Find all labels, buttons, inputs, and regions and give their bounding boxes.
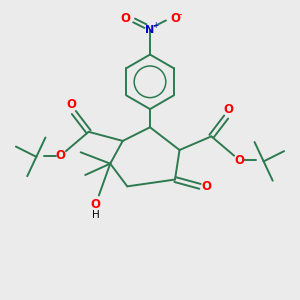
Text: O: O	[55, 149, 65, 162]
Text: O: O	[120, 12, 130, 25]
Text: O: O	[235, 154, 245, 167]
Text: O: O	[91, 198, 100, 211]
Text: O: O	[224, 103, 233, 116]
Text: N: N	[146, 25, 154, 34]
Text: O: O	[67, 98, 76, 111]
Text: +: +	[152, 20, 158, 29]
Text: H: H	[92, 210, 99, 220]
Text: O: O	[170, 12, 180, 25]
Text: O: O	[202, 180, 212, 193]
Text: -: -	[179, 9, 182, 19]
